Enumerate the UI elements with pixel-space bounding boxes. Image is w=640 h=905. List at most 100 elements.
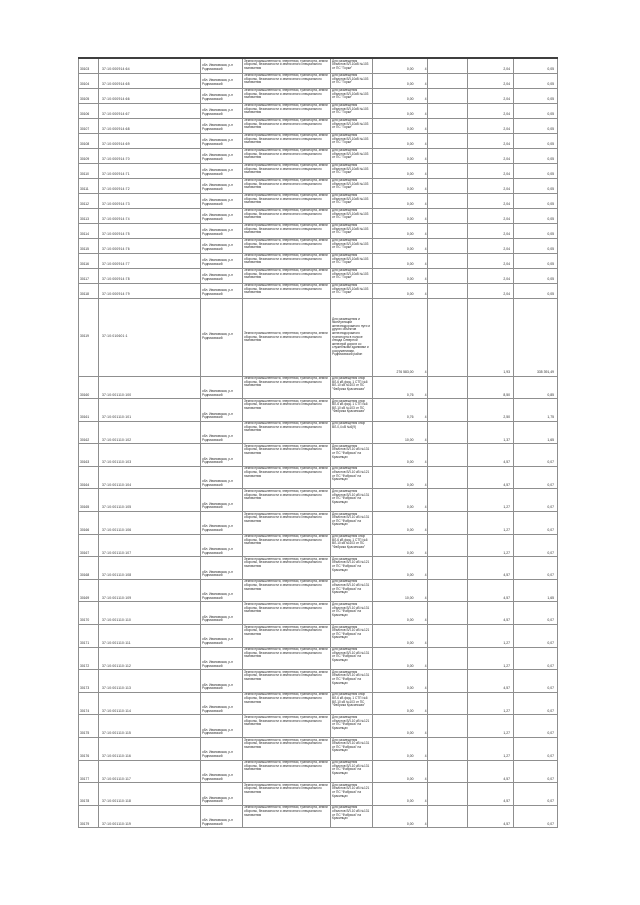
area-unit-glyph: 4	[424, 505, 427, 510]
area-value-wrap: 0,00 4	[374, 461, 427, 465]
cell-value-1: 2,04	[467, 117, 514, 134]
area-value: 0,00	[406, 216, 414, 221]
area-value: 0,00	[406, 482, 414, 487]
cell-empty	[427, 222, 468, 239]
cell-empty	[427, 207, 468, 224]
area-value: 0,00	[406, 708, 414, 713]
cell-empty	[427, 691, 468, 716]
cell-cadastral-number: 37:10:000914:79	[98, 282, 201, 299]
cell-area: 0,00 4	[372, 147, 428, 164]
cell-area: 10,00 4	[372, 420, 428, 445]
cell-area: 0,00 4	[372, 102, 428, 119]
table-row: 30116 37:10:000914:77 обл. Ивановская, р-н…	[78, 252, 558, 269]
cell-permitted-use: Для размещения объектов ВЛ-10кВ №103 от …	[330, 87, 373, 104]
cell-value-1: 1,37	[467, 420, 514, 445]
cell-permitted-use: Для размещения объектов ВЛ-10кВ №103 от …	[330, 177, 373, 194]
area-unit-glyph: 4	[424, 708, 427, 713]
cell-empty	[427, 714, 468, 738]
cell-permitted-use: Для размещения опор ВЛ-6 кВ фид. 1 СТП №…	[330, 398, 373, 422]
area-value-wrap: 0,00 4	[374, 528, 427, 533]
area-unit-glyph: 4	[424, 573, 427, 578]
cell-cadastral-number: 37:10:001110:113	[98, 669, 201, 693]
cell-location: обл. Ивановская, р-н Родниковский	[200, 102, 243, 119]
table-row: 30160 37:10:001110:100 обл. Ивановская, р-…	[78, 375, 558, 400]
table-row: 30179 37:10:001110:119 обл. Ивановская, р-…	[78, 804, 558, 829]
area-unit-glyph: 4	[424, 186, 427, 191]
cell-row-id: 30116	[78, 252, 99, 269]
area-unit-glyph: 4	[424, 618, 427, 623]
cell-value-1: 4,57	[467, 782, 514, 806]
cell-area: 276 583,00 4	[372, 297, 428, 377]
cell-cadastral-number: 37:10:001110:110	[98, 601, 201, 626]
cell-empty	[427, 533, 468, 558]
cell-land-category: Земли промышленности, энергетики, трансп…	[242, 162, 331, 179]
cell-land-category: Земли промышленности, энергетики, трансп…	[242, 72, 331, 89]
area-value-wrap: 0,00 4	[374, 822, 427, 827]
table-row: 30164 37:10:001110:104 обл. Ивановская, р-…	[78, 465, 558, 490]
cell-empty	[427, 669, 468, 693]
cell-cadastral-number: 37:10:000914:78	[98, 267, 201, 284]
cell-row-id: 30112	[78, 192, 99, 209]
cell-row-id: 30173	[78, 669, 99, 693]
area-unit-glyph: 4	[424, 595, 427, 600]
cell-row-id: 30166	[78, 511, 99, 535]
cell-value-2: 335 391,49	[513, 297, 558, 377]
cell-row-id: 30103	[78, 57, 99, 74]
area-unit-glyph: 4	[424, 415, 427, 420]
cell-area: 0,00 4	[372, 511, 428, 535]
cell-land-category: Земли промышленности, энергетики, трансп…	[242, 669, 331, 693]
cell-land-category: Земли промышленности, энергетики, трансп…	[242, 601, 331, 626]
cell-value-2: 0,07	[513, 759, 558, 784]
area-unit-glyph: 4	[424, 776, 427, 781]
cell-row-id: 30108	[78, 132, 99, 149]
area-value: 0,00	[406, 799, 414, 804]
cell-permitted-use: Для размещения объектов ВЛ-10кВ №103 от …	[330, 102, 373, 119]
cell-cadastral-number: 37:10:001110:115	[98, 714, 201, 738]
cell-location: обл. Ивановская, р-н Родниковский	[200, 375, 243, 400]
table-row: 30165 37:10:001110:105 обл. Ивановская, р-…	[78, 488, 558, 513]
table-row: 30119 37:10:010601:1 обл. Ивановская, р-н …	[78, 297, 558, 377]
area-value: 0,00	[406, 686, 414, 691]
cell-permitted-use: Для размещения объектов ВЛ-10кВ №103 от …	[330, 147, 373, 164]
area-value-wrap: 0,00 4	[374, 142, 427, 147]
area-value-wrap: 0,00 4	[374, 291, 427, 297]
cell-value-1: 2,50	[467, 398, 514, 422]
cell-location: обл. Ивановская, р-н Родниковский	[200, 117, 243, 134]
area-unit-glyph: 4	[424, 231, 427, 236]
cell-empty	[427, 282, 468, 299]
cell-row-id: 30178	[78, 782, 99, 806]
table-row: 30166 37:10:001110:106 обл. Ивановская, р-…	[78, 511, 558, 535]
cell-area: 0,00 4	[372, 465, 428, 490]
cell-value-1: 4,57	[467, 601, 514, 626]
area-value: 0,00	[406, 528, 414, 533]
cell-value-1: 2,04	[467, 207, 514, 224]
cell-location: обл. Ивановская, р-н Родниковский	[200, 759, 243, 784]
cell-row-id: 30106	[78, 102, 99, 119]
cell-value-1: 2,04	[467, 222, 514, 239]
cell-area: 0,00 4	[372, 282, 428, 299]
area-value: 0,00	[406, 171, 414, 176]
cell-row-id: 30104	[78, 72, 99, 89]
cell-value-2: 0,07	[513, 646, 558, 671]
table-row: 30118 37:10:000914:79 обл. Ивановская, р-н…	[78, 282, 558, 299]
area-value: 0,00	[406, 550, 414, 555]
cell-value-2: 0,05	[513, 252, 558, 269]
cell-permitted-use: Для размещения объектов ВЛ-10 кВ №131 от…	[330, 669, 373, 693]
cell-value-1: 2,04	[467, 237, 514, 254]
cell-value-1: 1,27	[467, 691, 514, 716]
area-unit-glyph: 4	[424, 291, 427, 296]
cell-land-category: Земли промышленности, энергетики, трансп…	[242, 132, 331, 149]
cell-value-1: 1,27	[467, 488, 514, 513]
cell-cadastral-number: 37:10:001110:100	[98, 375, 201, 400]
cell-value-2: 0,07	[513, 714, 558, 738]
cell-permitted-use: Для размещения объектов ВЛ-10кВ №103 от …	[330, 282, 373, 299]
cell-cadastral-number: 37:10:001110:112	[98, 646, 201, 671]
cell-cadastral-number: 37:10:000914:72	[98, 177, 201, 194]
cell-land-category: Земли промышленности, энергетики, трансп…	[242, 737, 331, 761]
cell-empty	[427, 782, 468, 806]
cell-cadastral-number: 37:10:000914:76	[98, 237, 201, 254]
cell-permitted-use: Для размещения опор ВЛ-6 кВ фид. 1 СТП №…	[330, 375, 373, 400]
area-unit-glyph: 4	[424, 276, 427, 281]
area-value: 0,76	[406, 415, 414, 420]
cell-row-id: 30164	[78, 465, 99, 490]
